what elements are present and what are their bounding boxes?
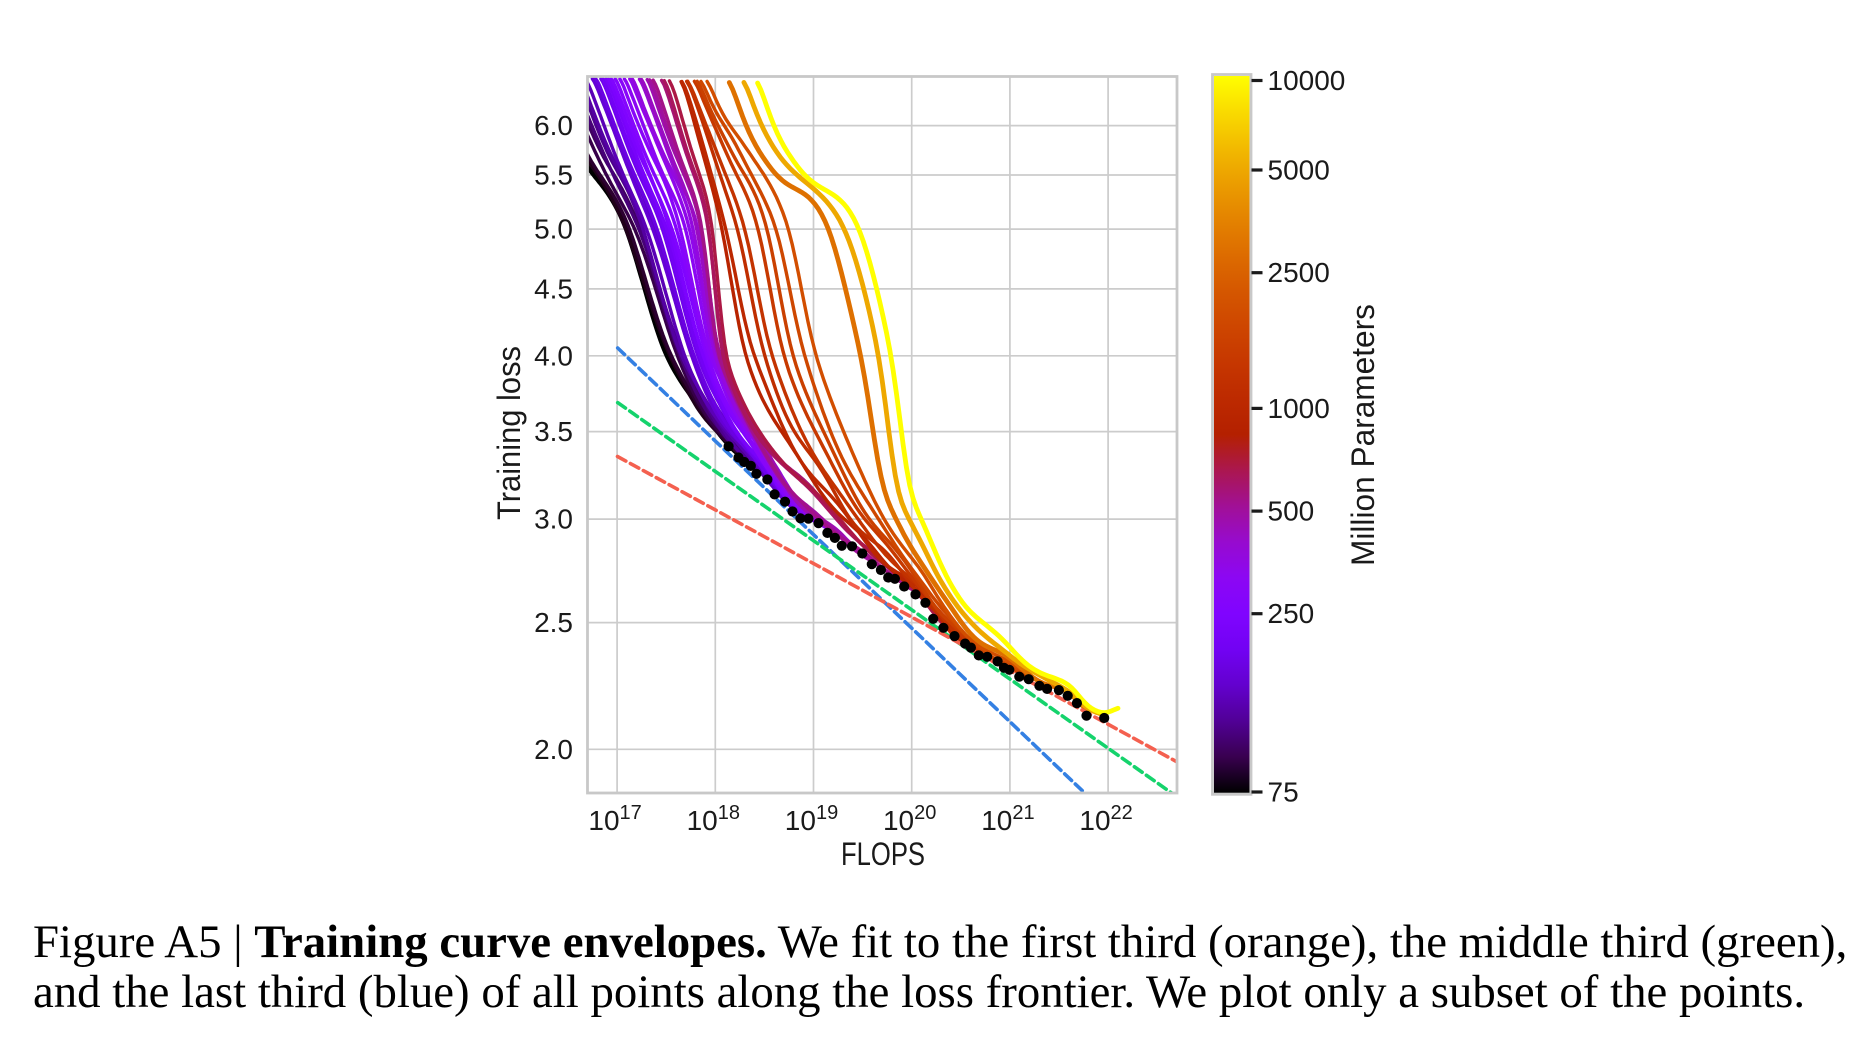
- svg-text:1019: 1019: [785, 802, 838, 836]
- svg-text:5.5: 5.5: [534, 160, 573, 191]
- svg-text:4.0: 4.0: [534, 340, 573, 371]
- svg-text:10000: 10000: [1268, 65, 1346, 96]
- svg-text:3.0: 3.0: [534, 504, 573, 535]
- svg-text:3.5: 3.5: [534, 416, 573, 447]
- svg-text:1000: 1000: [1268, 393, 1330, 424]
- svg-text:2.0: 2.0: [534, 734, 573, 765]
- svg-text:2.5: 2.5: [534, 607, 573, 638]
- svg-text:Training loss: Training loss: [491, 346, 527, 520]
- svg-text:4.5: 4.5: [534, 273, 573, 304]
- svg-text:6.0: 6.0: [534, 110, 573, 141]
- svg-text:FLOPS: FLOPS: [841, 836, 925, 872]
- svg-text:Million Parameters: Million Parameters: [1345, 304, 1381, 566]
- svg-text:75: 75: [1268, 777, 1299, 808]
- svg-text:250: 250: [1268, 598, 1315, 629]
- svg-text:1021: 1021: [981, 802, 1034, 836]
- svg-text:2500: 2500: [1268, 257, 1330, 288]
- svg-text:5.0: 5.0: [534, 214, 573, 245]
- svg-text:500: 500: [1268, 496, 1315, 527]
- svg-text:5000: 5000: [1268, 155, 1330, 186]
